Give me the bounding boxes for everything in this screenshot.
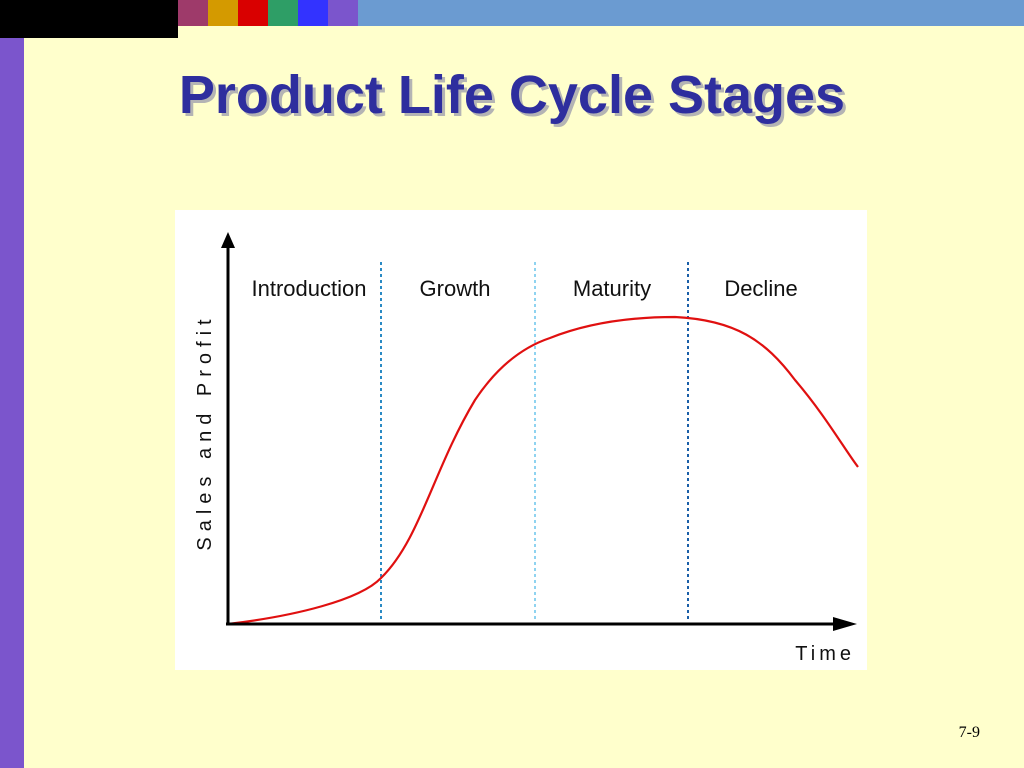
x-axis-label: Time [795,643,855,665]
color-swatch-2 [208,0,238,26]
y-axis-arrowhead [221,232,235,248]
top-color-bar [0,0,1024,38]
stage-label-maturity: Maturity [573,276,651,301]
y-axis-label: Sales and Profit [194,313,216,550]
stage-label-introduction: Introduction [252,276,367,301]
left-color-bar [0,38,24,768]
stage-label-decline: Decline [724,276,797,301]
life-cycle-diagram: Introduction Growth Maturity Decline Sal… [194,232,859,665]
page-number: 7-9 [958,724,980,741]
x-axis-arrowhead [833,617,857,631]
color-swatch-3 [238,0,268,26]
color-swatch-6 [328,0,358,26]
color-swatch-5 [298,0,328,26]
sales-profit-curve [227,315,859,626]
stage-label-growth: Growth [420,276,491,301]
color-swatch-1 [178,0,208,26]
top-left-black-block [0,0,178,38]
slide-title: Product Life Cycle Stages [178,65,846,125]
color-swatch-4 [268,0,298,26]
diagram-panel: Introduction Growth Maturity Decline Sal… [175,210,867,670]
